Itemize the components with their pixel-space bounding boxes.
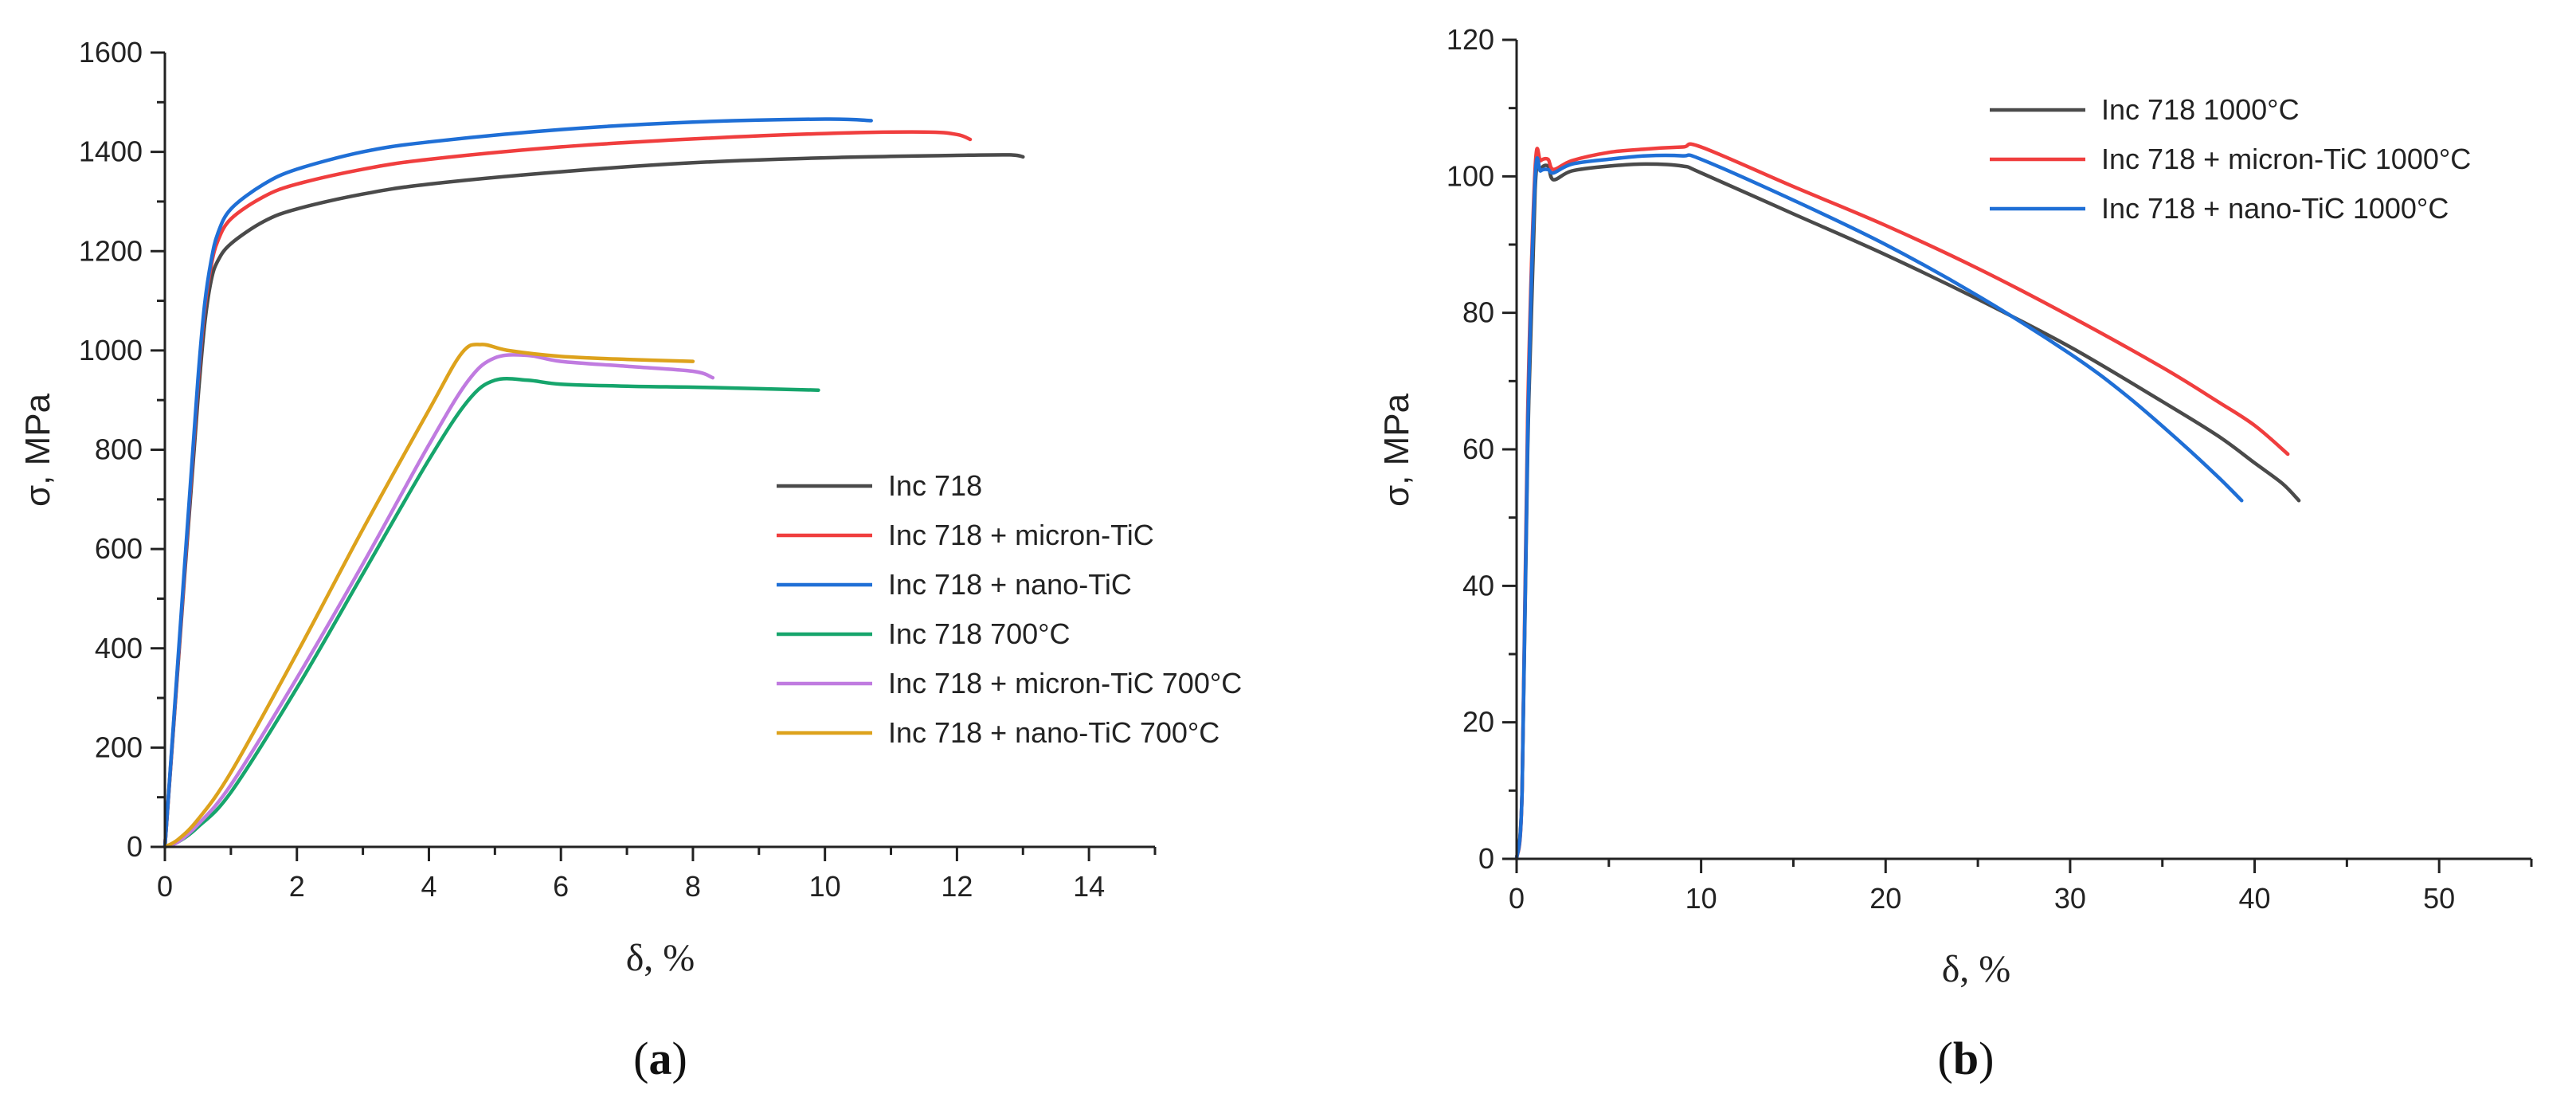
panel-a-x-ticks: 0 2 4 6 8 10 12 14: [157, 847, 1157, 903]
panel-b-series-line-2: [1514, 142, 2290, 861]
panel-a-x-tick-label: 2: [289, 870, 305, 903]
panel-b-legend-label: Inc 718 + nano-TiC 1000°C: [2101, 192, 2449, 225]
panel-b-x-tick-label: 50: [2423, 882, 2455, 915]
panel-a-legend-label: Inc 718 + micron-TiC 700°C: [888, 667, 1242, 699]
panel-a-x-tick-label: 10: [809, 870, 841, 903]
panel-a-y-tick-label: 200: [95, 731, 143, 763]
panel-a-y-tick-label: 1000: [79, 334, 143, 366]
panel-b-y-tick-label: 80: [1462, 296, 1494, 329]
panel-b-plot-area: [1514, 142, 2301, 861]
panel-b-y-tick-label: 0: [1478, 842, 1494, 875]
panel-b-x-tick-label: 40: [2239, 882, 2271, 915]
panel-b-label-letter: b: [1953, 1033, 1979, 1084]
panel-a-y-tick-label: 0: [127, 830, 143, 863]
panel-a-x-tick-label: 6: [553, 870, 569, 903]
panel-a-series-line-6: [162, 343, 695, 849]
panel-a-plot-area: [162, 117, 1025, 849]
panel-b-series-line-1: [1514, 162, 2301, 861]
panel-b-y-ticks: 0 20 40 60 80 100 120: [1447, 23, 1517, 875]
panel-a-y-tick-label: 800: [95, 433, 143, 466]
panel-a-series-line-3: [162, 117, 873, 849]
panel-b-y-tick-label: 40: [1462, 569, 1494, 602]
panel-a-legend-label: Inc 718 700°C: [888, 617, 1071, 650]
panel-b-x-tick-label: 20: [1869, 882, 1901, 915]
panel-a-x-tick-label: 12: [941, 870, 973, 903]
panel-a-x-tick-label: 4: [421, 870, 437, 903]
panel-a-y-tick-label: 1200: [79, 234, 143, 267]
panel-b-legend-label: Inc 718 + micron-TiC 1000°C: [2101, 143, 2471, 175]
panel-a-y-tick-label: 1600: [79, 36, 143, 69]
panel-a-legend-label: Inc 718 + micron-TiC: [888, 519, 1154, 551]
panel-a-y-tick-label: 400: [95, 632, 143, 664]
panel-a-y-axis-title: σ, MPa: [18, 393, 57, 507]
panel-b-legend-label: Inc 718 1000°C: [2101, 93, 2300, 126]
panel-a-series-line-5: [162, 353, 715, 849]
panel-a-x-axis-title: δ, %: [626, 937, 695, 979]
panel-b-label-open: (: [1938, 1033, 1953, 1084]
panel-b-y-tick-label: 60: [1462, 433, 1494, 465]
panel-a-legend-label: Inc 718 + nano-TiC 700°C: [888, 716, 1219, 749]
panel-a-legend-label: Inc 718 + nano-TiC: [888, 568, 1132, 601]
panel-b-y-tick-label: 20: [1462, 706, 1494, 739]
panel-b-y-axis-title: σ, MPa: [1377, 393, 1416, 507]
panel-a-legend-label: Inc 718: [888, 469, 982, 502]
panel-b-x-tick-label: 10: [1685, 882, 1717, 915]
panel-a-x-tick-label: 0: [157, 870, 173, 903]
panel-b-label-close: ): [1979, 1033, 1994, 1084]
panel-b-series-line-3: [1514, 153, 2244, 861]
panel-a-y-tick-label: 1400: [79, 135, 143, 168]
panel-b-y-tick-label: 100: [1447, 159, 1494, 192]
panel-a-x-tick-label: 14: [1073, 870, 1105, 903]
panel-a: 0 2 4 6 8 10 12 14 0 200 400 600 800 1000 1200 1400 160…: [18, 36, 1242, 1084]
panel-a-label-letter: a: [649, 1033, 672, 1084]
panel-a-label: (a): [633, 1033, 687, 1084]
panel-b-y-tick-label: 120: [1447, 23, 1494, 56]
panel-a-legend: Inc 718 Inc 718 + micron-TiC Inc 718 + nan…: [777, 469, 1242, 749]
panel-a-x-tick-label: 8: [685, 870, 701, 903]
panel-b-x-ticks: 0 10 20 30 40 50: [1509, 859, 2533, 915]
panel-a-y-ticks: 0 200 400 600 800 1000 1200 1400 1600: [79, 36, 165, 863]
panel-a-y-tick-label: 600: [95, 532, 143, 565]
panel-a-series-line-4: [162, 376, 820, 849]
panel-b-legend: Inc 718 1000°C Inc 718 + micron-TiC 1000°…: [1990, 93, 2471, 225]
panel-b-x-tick-label: 0: [1509, 882, 1525, 915]
panel-a-label-close: ): [672, 1033, 687, 1084]
panel-b-label: (b): [1938, 1033, 1995, 1084]
panel-a-label-open: (: [633, 1033, 648, 1084]
panel-a-series-line-2: [162, 130, 973, 849]
panel-b-x-tick-label: 30: [2054, 882, 2086, 915]
panel-b-x-axis-title: δ, %: [1942, 948, 2011, 990]
